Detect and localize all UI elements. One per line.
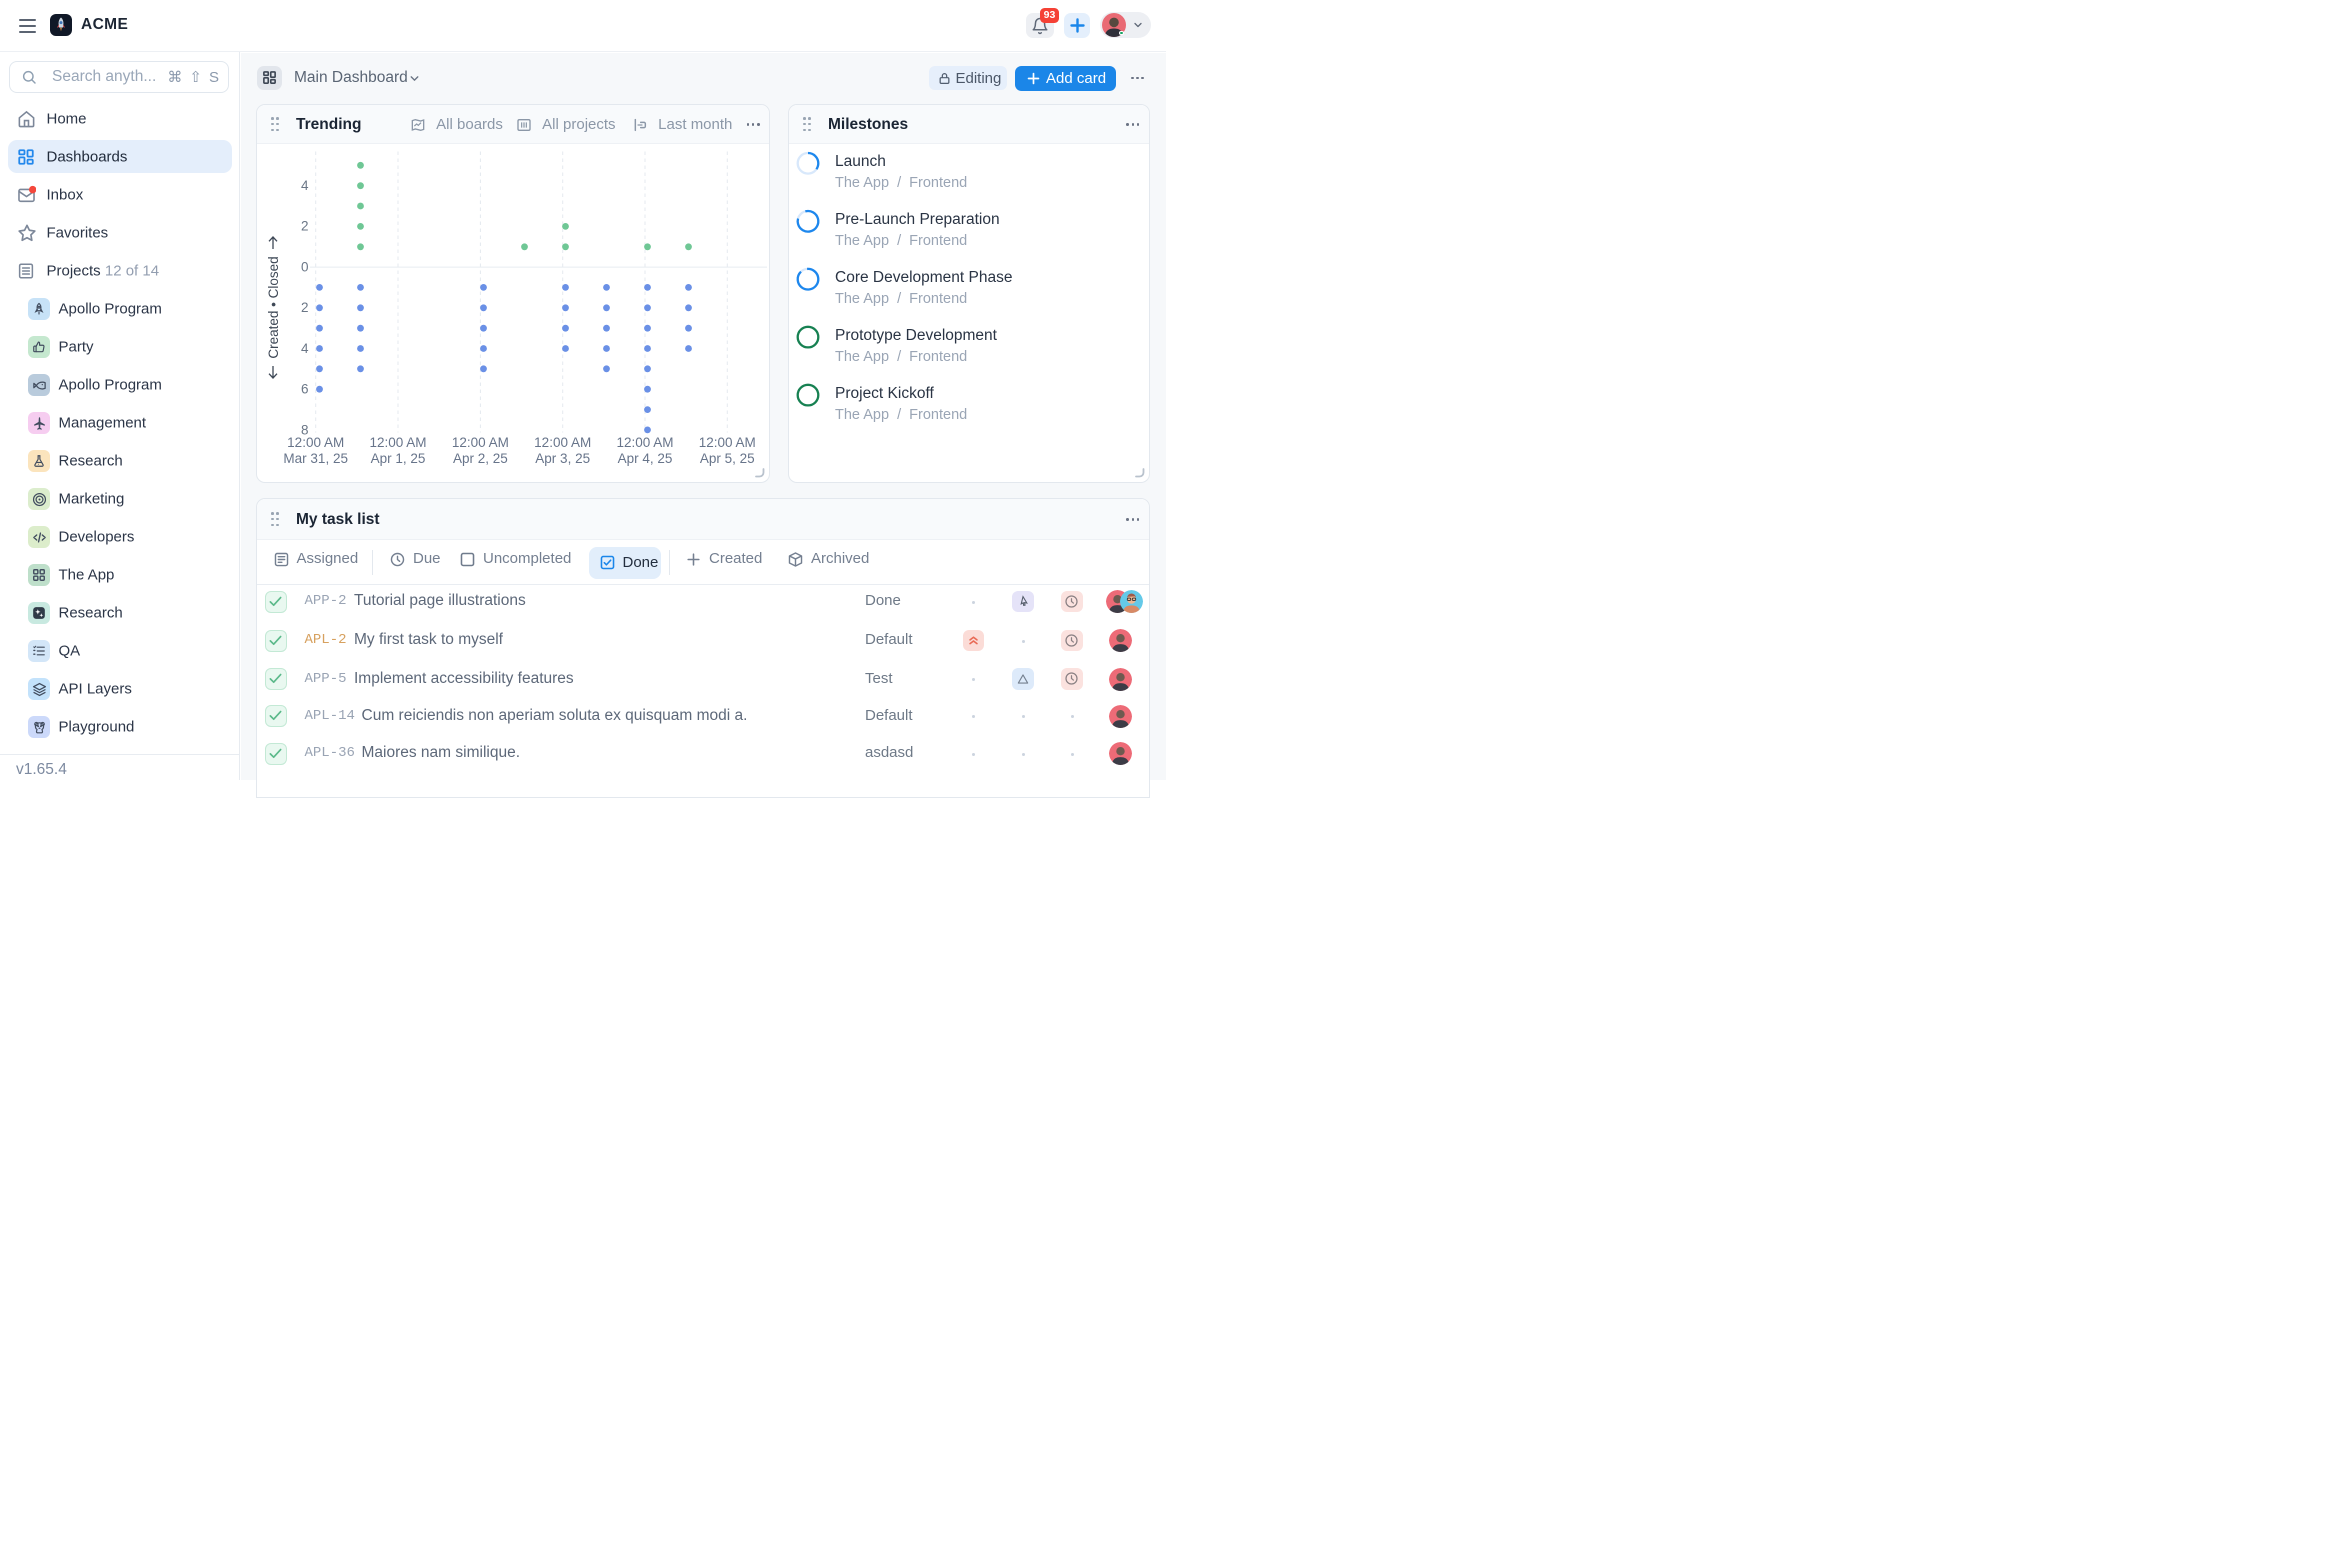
svg-text:8: 8 — [301, 422, 309, 437]
svg-text:6: 6 — [301, 381, 309, 396]
svg-text:0: 0 — [301, 259, 309, 274]
svg-text:12:00 AM: 12:00 AM — [699, 435, 756, 450]
svg-text:Apr 2, 25: Apr 2, 25 — [453, 451, 508, 466]
svg-text:Apr 5, 25: Apr 5, 25 — [700, 451, 755, 466]
svg-text:4: 4 — [301, 340, 309, 355]
svg-text:4: 4 — [301, 178, 309, 193]
svg-text:2: 2 — [301, 300, 309, 315]
svg-text:12:00 AM: 12:00 AM — [369, 435, 426, 450]
svg-text:Apr 4, 25: Apr 4, 25 — [618, 451, 673, 466]
svg-text:Apr 1, 25: Apr 1, 25 — [371, 451, 426, 466]
svg-text:Created • Closed: Created • Closed — [266, 256, 281, 358]
svg-text:12:00 AM: 12:00 AM — [534, 435, 591, 450]
svg-text:Mar 31, 25: Mar 31, 25 — [283, 451, 348, 466]
svg-text:2: 2 — [301, 218, 309, 233]
svg-text:Apr 3, 25: Apr 3, 25 — [535, 451, 590, 466]
svg-text:12:00 AM: 12:00 AM — [616, 435, 673, 450]
svg-text:12:00 AM: 12:00 AM — [287, 435, 344, 450]
svg-text:12:00 AM: 12:00 AM — [452, 435, 509, 450]
